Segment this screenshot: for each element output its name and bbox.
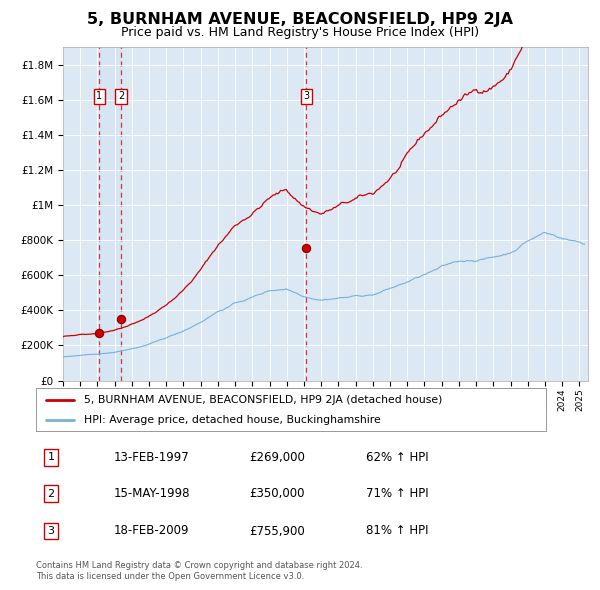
- Text: 1: 1: [97, 91, 103, 101]
- Text: 71% ↑ HPI: 71% ↑ HPI: [366, 487, 428, 500]
- Text: HPI: Average price, detached house, Buckinghamshire: HPI: Average price, detached house, Buck…: [85, 415, 381, 425]
- Text: 18-FEB-2009: 18-FEB-2009: [114, 525, 190, 537]
- Text: 1: 1: [47, 453, 55, 462]
- Text: Contains HM Land Registry data © Crown copyright and database right 2024.: Contains HM Land Registry data © Crown c…: [36, 560, 362, 569]
- Text: 3: 3: [303, 91, 309, 101]
- Text: £755,900: £755,900: [249, 525, 305, 537]
- Text: This data is licensed under the Open Government Licence v3.0.: This data is licensed under the Open Gov…: [36, 572, 304, 581]
- Text: 81% ↑ HPI: 81% ↑ HPI: [366, 525, 428, 537]
- Text: 5, BURNHAM AVENUE, BEACONSFIELD, HP9 2JA: 5, BURNHAM AVENUE, BEACONSFIELD, HP9 2JA: [87, 12, 513, 27]
- Text: 13-FEB-1997: 13-FEB-1997: [114, 451, 190, 464]
- Text: 2: 2: [118, 91, 124, 101]
- Text: 2: 2: [47, 489, 55, 499]
- Text: 5, BURNHAM AVENUE, BEACONSFIELD, HP9 2JA (detached house): 5, BURNHAM AVENUE, BEACONSFIELD, HP9 2JA…: [85, 395, 443, 405]
- Text: £269,000: £269,000: [249, 451, 305, 464]
- Text: Price paid vs. HM Land Registry's House Price Index (HPI): Price paid vs. HM Land Registry's House …: [121, 26, 479, 39]
- Text: 3: 3: [47, 526, 55, 536]
- Text: £350,000: £350,000: [249, 487, 305, 500]
- Text: 62% ↑ HPI: 62% ↑ HPI: [366, 451, 428, 464]
- Bar: [100, 47, 121, 381]
- Text: 15-MAY-1998: 15-MAY-1998: [114, 487, 191, 500]
